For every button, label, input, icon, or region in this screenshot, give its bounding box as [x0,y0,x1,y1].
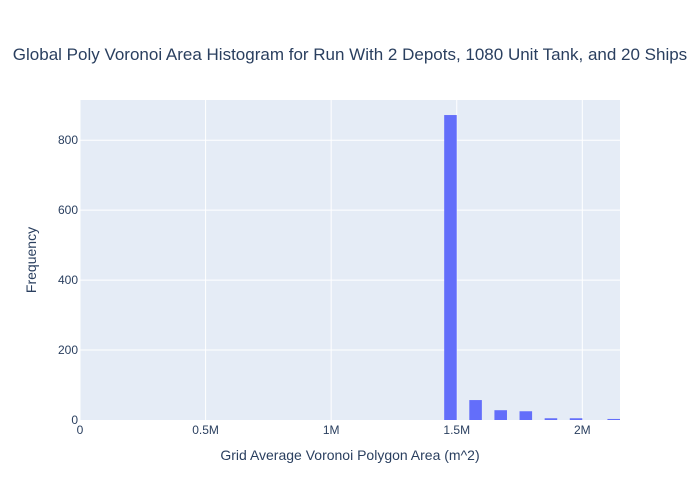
histogram-bar [544,418,558,420]
chart-title: Global Poly Voronoi Area Histogram for R… [12,45,688,64]
plot-area [80,100,620,420]
histogram-bar [494,410,507,420]
x-tick-label: 1M [323,423,340,437]
y-tick-label: 200 [58,343,78,357]
grid-lines [79,100,620,420]
x-tick-label: 2M [574,423,591,437]
y-tick-label: 600 [58,203,78,217]
histogram-bar [569,418,583,420]
y-axis-title: Frequency [23,226,39,294]
y-tick-label: 0 [71,413,78,427]
histogram-bar [469,400,482,420]
y-tick-label: 800 [58,133,78,147]
x-tick-label: 1.5M [443,423,470,437]
bars-group [444,115,620,420]
histogram-bar [607,418,620,420]
y-tick-label: 400 [58,273,78,287]
x-axis-ticks: 0 0.5M 1M 1.5M 2M [77,423,591,437]
x-tick-label: 0 [77,423,84,437]
x-axis-title: Grid Average Voronoi Polygon Area (m^2) [220,447,480,463]
x-tick-label: 0.5M [192,423,219,437]
histogram-bar [444,115,457,420]
histogram-bar [519,411,533,420]
y-axis-ticks: 0 200 400 600 800 [58,133,78,427]
